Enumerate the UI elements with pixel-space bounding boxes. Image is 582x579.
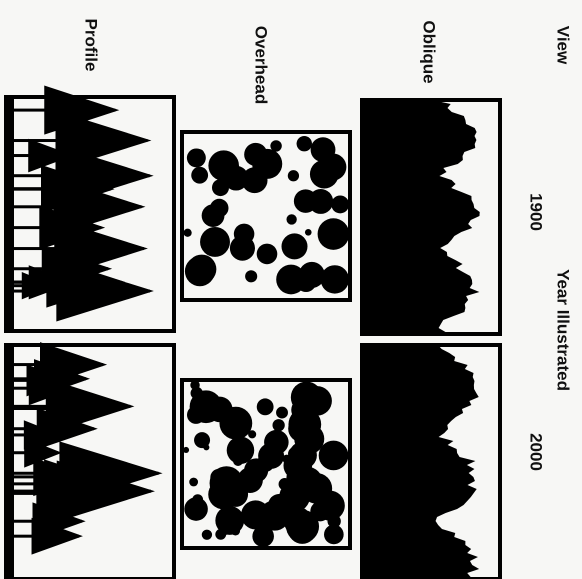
tree-crown: [252, 148, 283, 179]
panel-frame: [180, 130, 352, 302]
tree-crown: [189, 477, 199, 487]
panel-frame: [4, 343, 176, 579]
tree-crown: [40, 165, 110, 212]
tree-crown: [286, 214, 297, 225]
tree-crown: [200, 226, 230, 257]
tree-crown: [256, 398, 274, 416]
oblique-forest: [362, 100, 480, 334]
tree-crown: [192, 494, 204, 506]
tree-crown: [184, 497, 208, 521]
tree-crown: [331, 195, 350, 214]
tree-crown: [327, 514, 341, 528]
tree-crown: [39, 342, 108, 388]
tree-crown: [182, 446, 190, 454]
tree-crown: [211, 179, 229, 197]
tree-crown: [36, 470, 99, 513]
tree-crown: [267, 494, 294, 520]
tree-crown: [317, 218, 350, 250]
panel-frame: [360, 343, 502, 579]
tree-crown: [191, 166, 209, 184]
tree-crown: [301, 473, 333, 504]
tree-crown: [304, 228, 312, 236]
view-header: View: [554, 26, 573, 65]
tree-crown: [281, 233, 308, 260]
tree-crown: [248, 430, 257, 439]
tree-crown: [276, 406, 288, 419]
tree-crown: [208, 150, 239, 181]
tree-crown: [55, 110, 152, 171]
tree-crown: [201, 529, 213, 540]
tree-crown: [287, 170, 300, 182]
tree-crown: [283, 451, 313, 480]
tree-crown: [190, 380, 200, 390]
oblique-forest: [362, 345, 480, 579]
tree-crown: [256, 243, 278, 265]
tree-crown: [294, 423, 325, 454]
tree-crown: [245, 270, 258, 283]
tree-crown: [187, 254, 217, 284]
tree-crown: [31, 517, 83, 555]
tree-crown: [203, 444, 210, 451]
tree-crown: [296, 135, 312, 152]
tree-crown: [190, 386, 203, 400]
row-label: Overhead: [252, 26, 271, 104]
year-header: Year Illustrated: [554, 269, 573, 391]
tree-crown: [324, 524, 344, 545]
tree-crown: [36, 407, 98, 450]
tree-crown: [226, 436, 255, 465]
ground: [6, 97, 14, 331]
tree-crown: [194, 149, 205, 159]
tree-crown: [194, 436, 203, 445]
ground: [6, 345, 14, 579]
tree-crown: [293, 189, 318, 213]
tree-crown: [276, 264, 306, 295]
tree-crown: [252, 525, 274, 548]
tree-crown: [24, 437, 62, 468]
tree-crown: [215, 506, 245, 535]
tree-crown: [278, 478, 291, 491]
panel-frame: [180, 378, 352, 550]
row-label: Oblique: [420, 20, 439, 83]
tree-crown: [28, 138, 74, 173]
tree-crown: [320, 265, 349, 294]
tree-crown: [290, 381, 323, 414]
tree-crown: [226, 417, 246, 437]
tree-crown: [272, 419, 285, 432]
tree-crown: [287, 515, 317, 544]
tree-crown: [209, 198, 229, 218]
tree-crown: [229, 235, 255, 261]
tree-crown: [41, 245, 113, 293]
year-label: 1900: [527, 193, 546, 231]
panel-frame: [360, 98, 502, 336]
panel-frame: [4, 95, 176, 333]
tree-crown: [310, 501, 331, 522]
tree-crown: [56, 460, 155, 522]
tree-crown: [222, 481, 249, 507]
tree-crown: [186, 405, 205, 424]
tree-crown: [244, 458, 269, 483]
tree-crown: [270, 140, 282, 152]
row-label: Profile: [82, 19, 101, 72]
tree-crown: [319, 153, 347, 181]
tree-crown: [183, 228, 192, 237]
tree-crown: [241, 500, 271, 530]
tree-crown: [328, 459, 338, 469]
year-label: 2000: [527, 433, 546, 471]
illustrations: [4, 85, 502, 579]
tree-crown: [39, 205, 106, 250]
tree-crown: [318, 440, 349, 471]
